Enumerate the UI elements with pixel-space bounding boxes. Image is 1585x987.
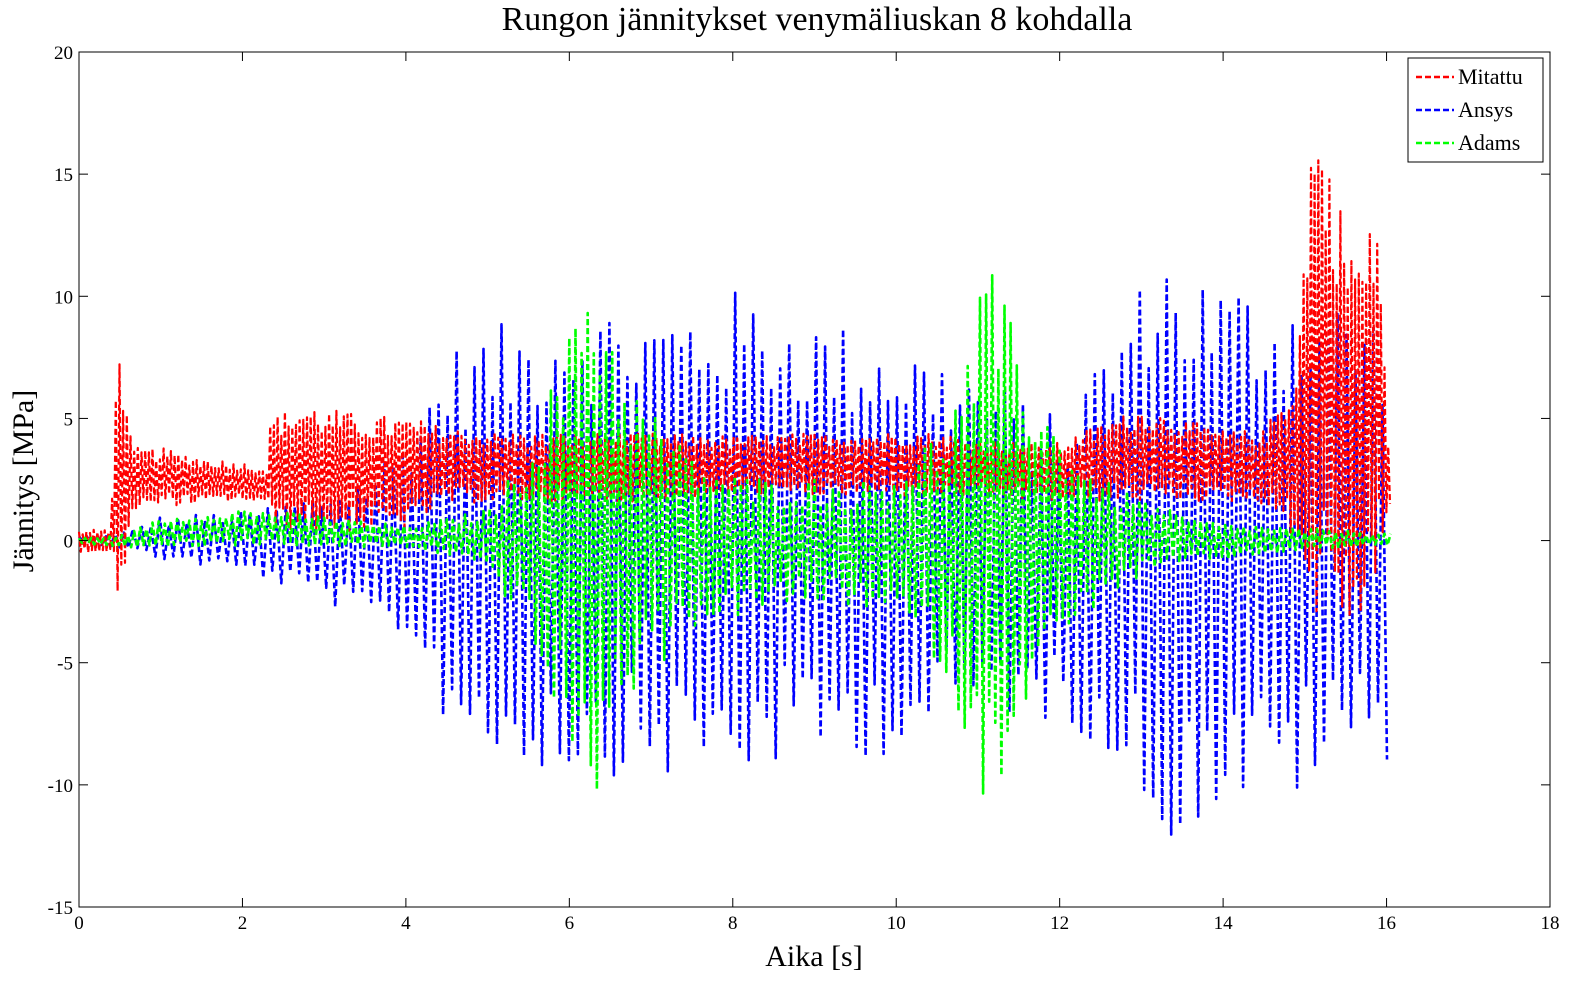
- y-axis-label: Jännitys [MPa]: [7, 390, 40, 573]
- legend-label-mitattu: Mitattu: [1458, 64, 1523, 89]
- series-layer: [77, 159, 1392, 836]
- legend: Mitattu Ansys Adams: [1407, 57, 1544, 163]
- legend-label-ansys: Ansys: [1458, 97, 1513, 122]
- chart-title: Rungon jännitykset venymäliuskan 8 kohda…: [502, 1, 1133, 38]
- y-tick-label: -15: [48, 898, 73, 919]
- y-tick-label: -5: [57, 654, 73, 675]
- series-line-adams: [77, 273, 1392, 795]
- y-tick-label: 10: [54, 287, 73, 308]
- x-tick-label: 6: [565, 913, 575, 934]
- y-tick-label: -10: [48, 776, 73, 797]
- x-tick-label: 0: [74, 913, 84, 934]
- x-tick-label: 4: [401, 913, 411, 934]
- y-tick-label: 5: [64, 409, 74, 430]
- legend-label-adams: Adams: [1458, 130, 1520, 155]
- series-line-mitattu: [77, 159, 1392, 616]
- x-tick-label: 14: [1214, 913, 1234, 934]
- x-tick-label: 2: [238, 913, 248, 934]
- x-tick-label: 16: [1377, 913, 1396, 934]
- x-tick-label: 18: [1541, 913, 1560, 934]
- x-tick-label: 8: [728, 913, 738, 934]
- y-tick-label: 15: [54, 165, 73, 186]
- x-axis-label: Aika [s]: [765, 940, 862, 973]
- y-tick-label: 0: [64, 532, 74, 553]
- x-tick-label: 12: [1050, 913, 1069, 934]
- y-tick-label: 20: [54, 43, 73, 64]
- x-tick-label: 10: [887, 913, 906, 934]
- tick-layer: 0 2 4 6 8 10 12 14 16 18 -15 -10 -5 0 5 10 15 20: [48, 43, 1560, 934]
